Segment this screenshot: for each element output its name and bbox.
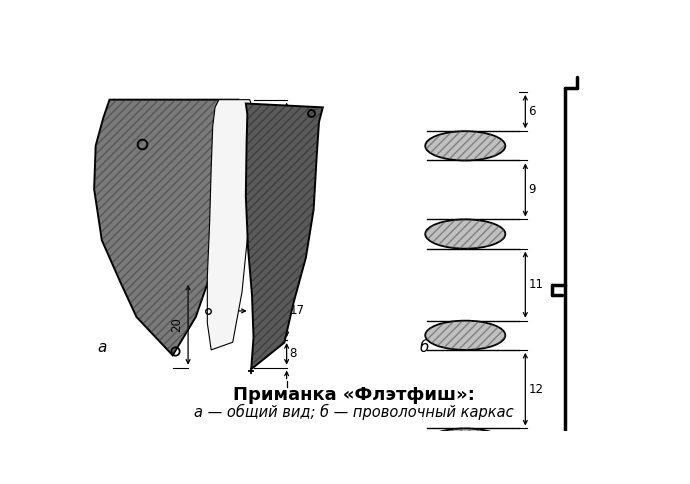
Polygon shape bbox=[246, 104, 323, 369]
Text: 16: 16 bbox=[290, 121, 305, 134]
Text: 20: 20 bbox=[290, 241, 304, 254]
Text: а: а bbox=[97, 340, 106, 355]
Text: 9: 9 bbox=[529, 183, 536, 197]
Text: 14: 14 bbox=[215, 121, 230, 134]
Ellipse shape bbox=[425, 131, 505, 161]
Text: Приманка «Флэтфиш»:: Приманка «Флэтфиш»: bbox=[233, 386, 475, 404]
Ellipse shape bbox=[425, 428, 505, 458]
Text: 20: 20 bbox=[170, 317, 184, 332]
Ellipse shape bbox=[425, 320, 505, 350]
Text: 11: 11 bbox=[222, 292, 237, 305]
Text: б: б bbox=[419, 340, 428, 355]
Ellipse shape bbox=[425, 219, 505, 249]
Polygon shape bbox=[207, 100, 256, 350]
Text: 11: 11 bbox=[529, 278, 544, 291]
Text: 8: 8 bbox=[290, 348, 297, 361]
Text: 6: 6 bbox=[529, 105, 536, 118]
Polygon shape bbox=[94, 100, 238, 355]
Text: а — общий вид; б — проволочный каркас: а — общий вид; б — проволочный каркас bbox=[194, 404, 513, 420]
Text: 12: 12 bbox=[529, 383, 544, 396]
Text: 17: 17 bbox=[290, 177, 305, 190]
Text: 17: 17 bbox=[290, 304, 305, 318]
